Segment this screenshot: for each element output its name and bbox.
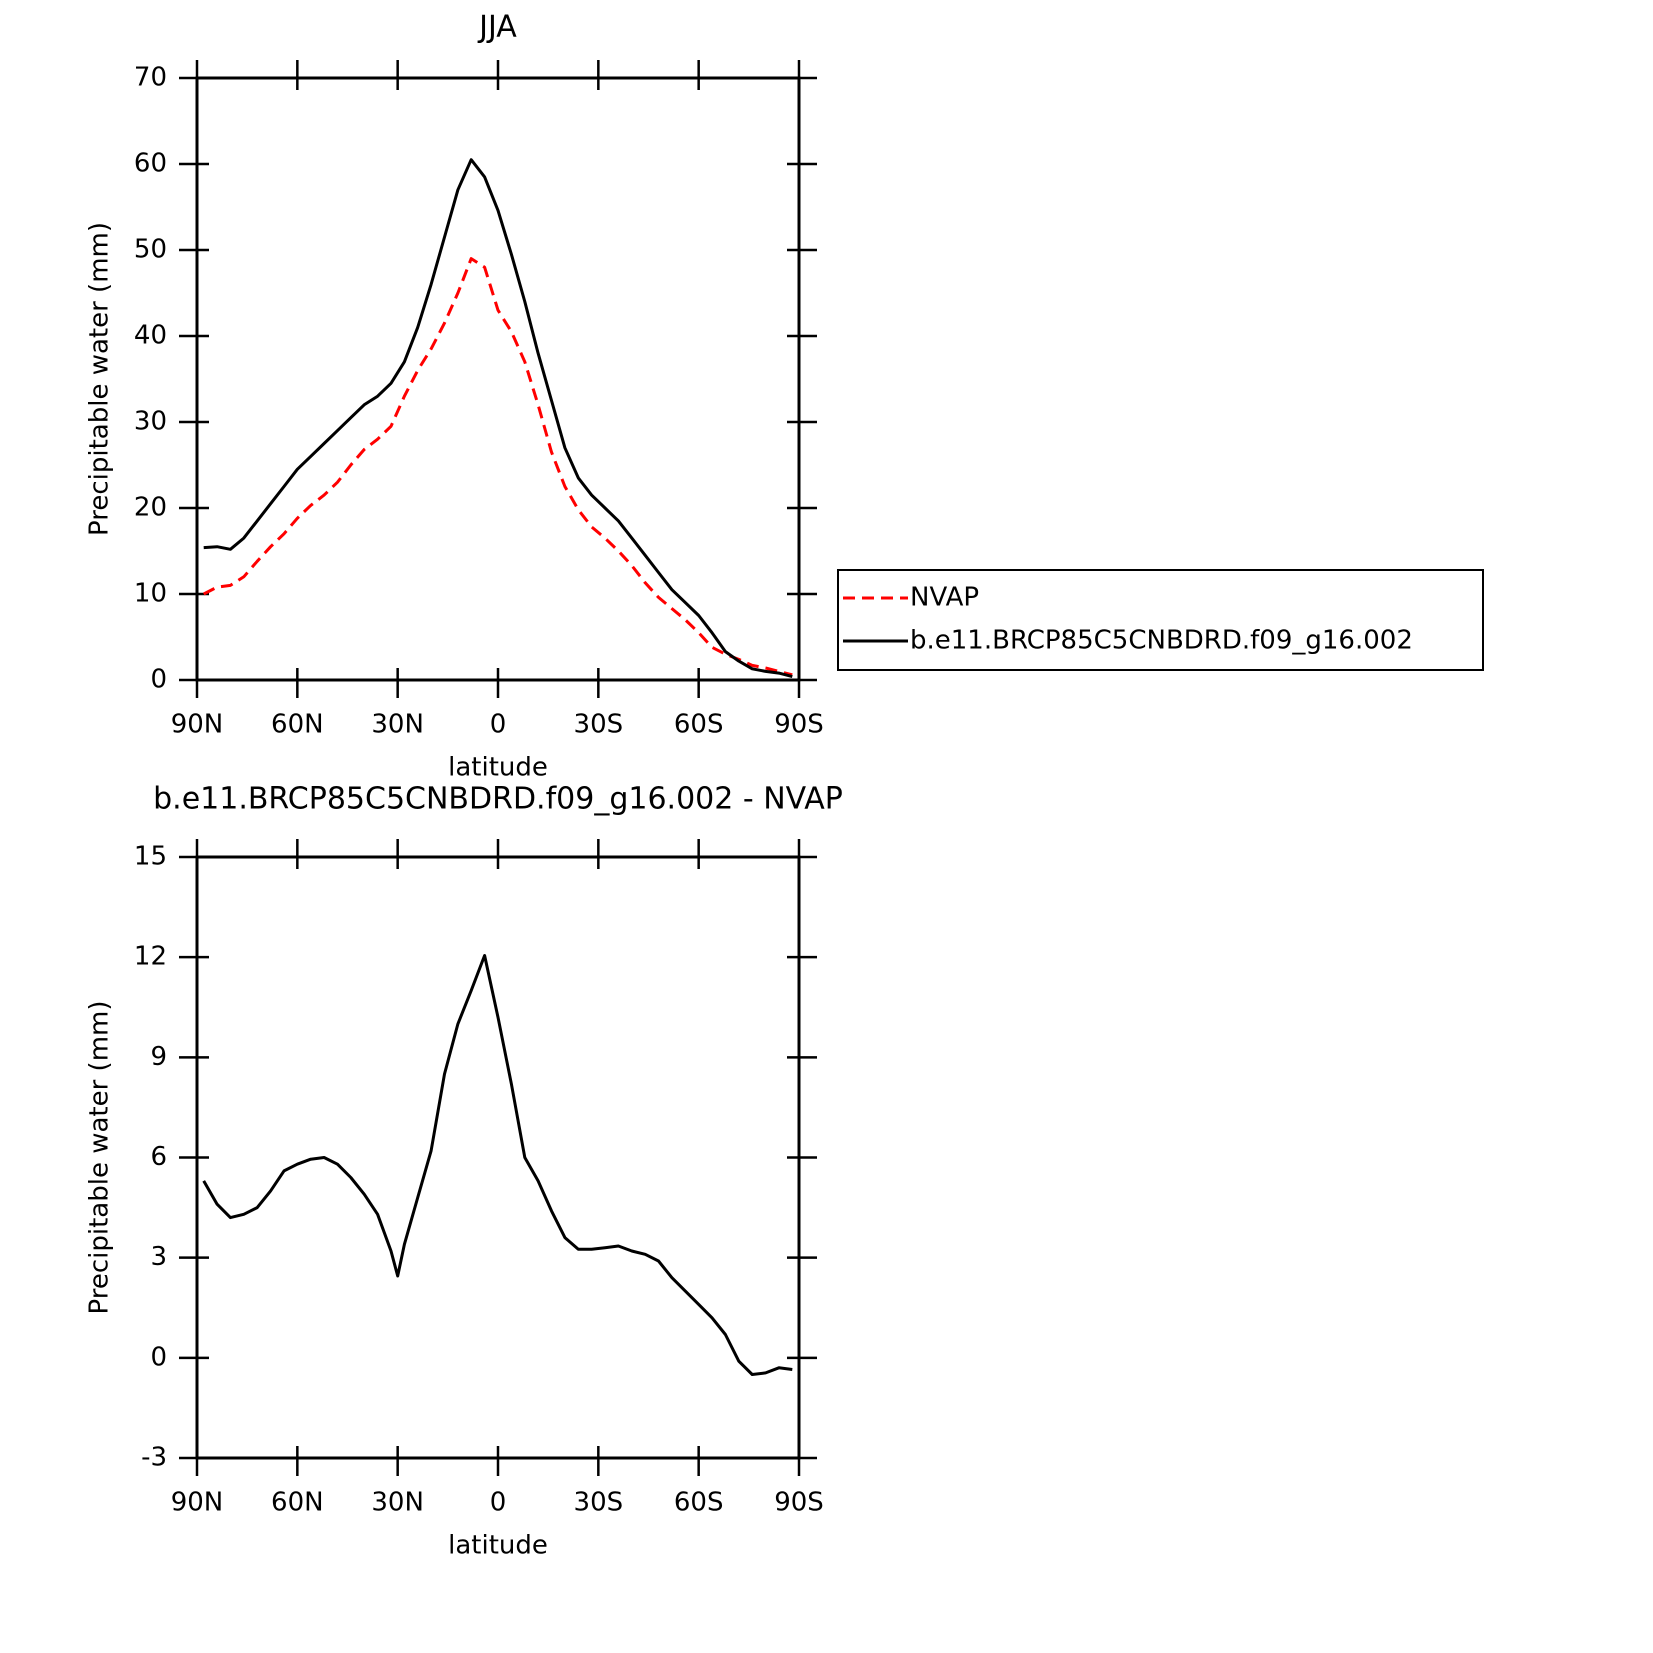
x-tick-label: 30S xyxy=(574,710,624,740)
x-axis-label: latitude xyxy=(448,1531,548,1561)
plot-frame xyxy=(195,76,801,682)
y-tick-label: -3 xyxy=(141,1443,167,1473)
legend-box xyxy=(837,569,1484,671)
x-tick-label: 60S xyxy=(674,1488,724,1518)
y-tick-label: 9 xyxy=(150,1042,167,1072)
y-tick-label: 0 xyxy=(150,665,167,695)
legend-label: b.e11.BRCP85C5CNBDRD.f09_g16.002 xyxy=(910,626,1413,656)
x-axis-label: latitude xyxy=(448,753,548,783)
y-tick-label: 60 xyxy=(134,149,167,179)
x-tick-label: 0 xyxy=(490,710,507,740)
chart-title: b.e11.BRCP85C5CNBDRD.f09_g16.002 - NVAP xyxy=(153,782,843,817)
x-tick-label: 30S xyxy=(574,1488,624,1518)
y-tick-label: 20 xyxy=(134,493,167,523)
x-tick-label: 90N xyxy=(171,710,224,740)
x-tick-label: 60N xyxy=(271,710,324,740)
y-tick-label: 0 xyxy=(150,1342,167,1372)
y-tick-label: 50 xyxy=(134,235,167,265)
y-tick-label: 40 xyxy=(134,321,167,351)
data-line xyxy=(203,158,793,679)
y-tick-label: 12 xyxy=(134,942,167,972)
y-tick-label: 6 xyxy=(150,1142,167,1172)
data-line xyxy=(202,954,793,1376)
x-tick-label: 90N xyxy=(171,1488,224,1518)
data-line xyxy=(203,257,793,677)
x-tick-label: 0 xyxy=(490,1488,507,1518)
x-tick-label: 30N xyxy=(371,710,424,740)
y-tick-label: 15 xyxy=(134,842,167,872)
y-tick-label: 30 xyxy=(134,407,167,437)
x-tick-label: 90S xyxy=(774,710,824,740)
legend-label: NVAP xyxy=(910,583,979,613)
chart-title: JJA xyxy=(477,10,517,45)
y-tick-label: 3 xyxy=(150,1242,167,1272)
x-tick-label: 60S xyxy=(674,710,724,740)
y-axis-label: Precipitable water (mm) xyxy=(85,222,115,536)
plot-frame xyxy=(195,855,801,1460)
x-tick-label: 60N xyxy=(271,1488,324,1518)
y-tick-label: 70 xyxy=(134,63,167,93)
y-tick-label: 10 xyxy=(134,579,167,609)
y-axis-label: Precipitable water (mm) xyxy=(85,1001,115,1315)
x-tick-label: 30N xyxy=(371,1488,424,1518)
x-tick-label: 90S xyxy=(774,1488,824,1518)
